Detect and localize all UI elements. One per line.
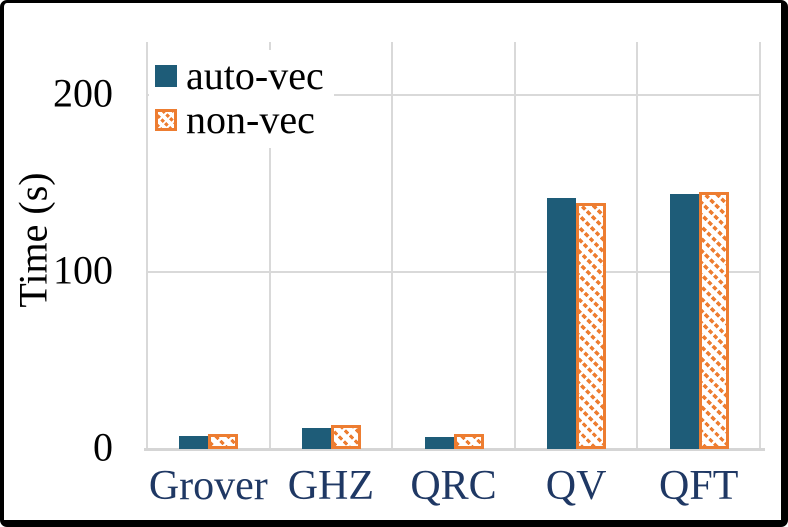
legend-item-non-vec: non-vec bbox=[155, 98, 324, 142]
vertical-gridline bbox=[759, 42, 761, 449]
y-axis-title: Time (s) bbox=[10, 172, 56, 308]
auto-vec-swatch-icon bbox=[155, 65, 177, 87]
x-category-label: QV bbox=[545, 463, 607, 509]
y-tick-label: 200 bbox=[53, 70, 113, 116]
bar-non-vec-Grover bbox=[208, 434, 239, 449]
x-category-label: Grover bbox=[148, 463, 268, 509]
vertical-gridline bbox=[268, 42, 271, 449]
vertical-gridline bbox=[391, 42, 394, 449]
bar-auto-vec-Grover bbox=[179, 436, 209, 449]
horizontal-gridline bbox=[147, 94, 760, 97]
legend: auto-vec non-vec bbox=[149, 50, 334, 148]
bar-auto-vec-QV bbox=[547, 198, 577, 449]
non-vec-swatch-icon bbox=[155, 109, 177, 131]
y-tick-label: 100 bbox=[53, 247, 113, 293]
bar-non-vec-QRC bbox=[453, 434, 484, 449]
bar-auto-vec-QFT bbox=[669, 194, 699, 449]
vertical-gridline bbox=[146, 42, 148, 449]
bar-auto-vec-QRC bbox=[424, 437, 454, 449]
bar-auto-vec-GHZ bbox=[301, 428, 331, 449]
x-category-label: QFT bbox=[659, 463, 739, 509]
horizontal-gridline bbox=[147, 271, 760, 274]
bar-non-vec-GHZ bbox=[330, 425, 361, 449]
y-tick-label: 0 bbox=[93, 424, 113, 470]
x-axis-line bbox=[144, 448, 765, 451]
x-category-label: QRC bbox=[410, 463, 497, 509]
x-category-label: GHZ bbox=[287, 463, 375, 509]
vertical-gridline bbox=[513, 42, 516, 449]
vertical-gridline bbox=[636, 42, 639, 449]
legend-label-non-vec: non-vec bbox=[186, 97, 315, 142]
bar-non-vec-QV bbox=[576, 203, 607, 449]
legend-label-auto-vec: auto-vec bbox=[186, 53, 324, 98]
legend-item-auto-vec: auto-vec bbox=[155, 54, 324, 98]
bar-non-vec-QFT bbox=[698, 192, 729, 449]
